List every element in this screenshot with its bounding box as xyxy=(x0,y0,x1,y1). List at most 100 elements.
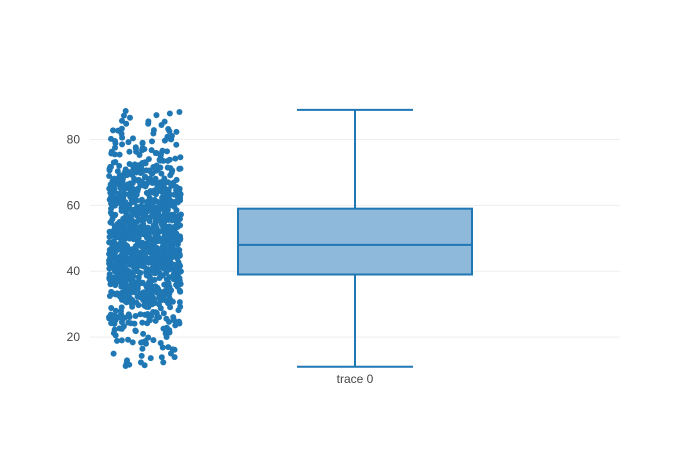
data-point xyxy=(149,201,156,208)
data-point xyxy=(157,228,164,235)
data-point xyxy=(149,264,156,271)
data-point xyxy=(176,318,182,325)
y-tick-label-0: 20 xyxy=(67,330,81,344)
data-point xyxy=(152,219,159,226)
data-point xyxy=(166,261,173,268)
data-point xyxy=(152,299,159,306)
data-point xyxy=(116,271,123,278)
data-point xyxy=(148,226,155,233)
data-point xyxy=(110,190,117,197)
data-point xyxy=(122,108,129,115)
box-trace xyxy=(237,108,473,368)
data-point xyxy=(142,301,149,308)
data-point xyxy=(176,109,183,116)
data-point xyxy=(112,240,119,247)
data-point xyxy=(129,199,136,206)
data-point xyxy=(143,189,150,196)
data-point xyxy=(162,227,169,234)
data-point xyxy=(114,168,121,175)
data-point xyxy=(161,219,168,226)
data-point xyxy=(158,354,165,361)
data-point xyxy=(126,361,133,368)
data-point xyxy=(165,187,172,194)
data-point xyxy=(140,217,147,224)
data-point xyxy=(106,265,113,272)
data-point xyxy=(167,350,174,357)
data-point xyxy=(135,302,142,309)
data-point xyxy=(150,256,157,263)
data-point xyxy=(126,161,133,167)
data-point xyxy=(118,125,125,132)
data-point xyxy=(173,251,180,258)
data-point xyxy=(160,359,167,366)
data-point xyxy=(111,318,118,325)
data-point xyxy=(158,170,165,177)
data-point xyxy=(116,162,123,169)
data-point xyxy=(107,163,114,170)
data-point xyxy=(118,190,125,197)
data-point xyxy=(165,279,172,286)
data-point xyxy=(139,198,146,205)
data-point xyxy=(173,184,180,191)
data-point xyxy=(127,282,134,289)
data-point xyxy=(139,319,146,326)
data-point xyxy=(129,339,136,346)
data-point xyxy=(110,175,117,182)
data-point xyxy=(112,260,119,267)
data-point xyxy=(132,328,139,335)
data-point xyxy=(137,181,144,188)
data-point xyxy=(134,225,141,232)
data-point xyxy=(118,304,125,311)
data-point xyxy=(160,310,167,317)
data-point xyxy=(110,127,117,134)
data-point xyxy=(172,322,179,329)
data-point xyxy=(122,199,129,206)
data-point xyxy=(108,148,115,155)
data-point xyxy=(122,281,129,288)
data-point xyxy=(108,305,115,312)
data-point xyxy=(177,191,184,198)
data-point xyxy=(171,354,178,361)
data-point xyxy=(165,291,172,298)
data-point xyxy=(155,187,162,194)
data-point xyxy=(123,120,130,127)
data-point xyxy=(106,293,113,300)
data-point xyxy=(173,176,180,183)
data-point xyxy=(127,230,134,237)
data-point xyxy=(126,313,133,320)
data-point xyxy=(119,236,126,243)
data-point xyxy=(132,144,139,151)
data-point xyxy=(130,169,137,176)
data-point xyxy=(106,173,113,180)
data-point xyxy=(164,157,171,164)
data-point xyxy=(134,188,141,195)
data-point xyxy=(138,352,145,359)
data-point xyxy=(139,159,146,166)
data-point xyxy=(144,290,151,297)
data-point xyxy=(115,314,122,321)
data-point xyxy=(112,307,119,314)
data-point xyxy=(149,283,156,290)
data-point xyxy=(107,274,114,281)
data-point xyxy=(122,298,129,304)
data-point xyxy=(135,277,142,284)
data-point xyxy=(155,246,162,253)
data-point xyxy=(157,157,164,164)
data-point xyxy=(171,191,178,198)
data-point xyxy=(165,126,172,133)
data-point xyxy=(169,254,176,261)
data-point xyxy=(139,145,146,152)
data-point xyxy=(166,110,173,117)
data-point xyxy=(159,344,166,351)
data-point xyxy=(150,189,157,196)
data-point xyxy=(124,181,131,188)
data-point xyxy=(177,236,183,243)
y-tick-label-1: 40 xyxy=(67,264,81,278)
data-point xyxy=(119,185,126,192)
data-point xyxy=(163,327,170,334)
data-point xyxy=(177,303,184,310)
data-point xyxy=(176,287,183,294)
data-point xyxy=(122,225,129,232)
data-point xyxy=(161,118,168,125)
data-point xyxy=(157,290,164,297)
